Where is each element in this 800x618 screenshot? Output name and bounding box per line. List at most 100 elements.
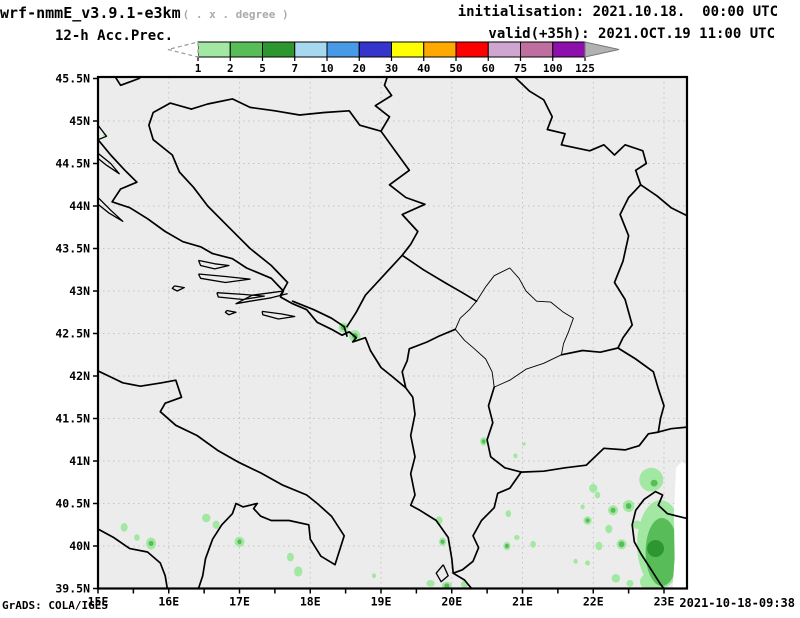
country-border (374, 77, 393, 133)
coastline (98, 528, 169, 589)
precip-shading-level-1 (513, 453, 518, 459)
country-border (401, 328, 457, 389)
island-outline (261, 310, 296, 320)
precip-shading-level-2 (504, 543, 510, 549)
legend-value-label: 2 (227, 62, 234, 75)
legend-value-label: 30 (385, 62, 398, 75)
island-outline (98, 197, 124, 222)
island-outline (98, 152, 120, 175)
lon-tick-label: 20E (441, 595, 462, 609)
legend-left-arrow (167, 41, 199, 58)
thin-border (454, 267, 574, 388)
country-border (291, 300, 348, 337)
country-border (560, 347, 619, 356)
island-outline (224, 309, 237, 316)
legend-value-label: 125 (575, 62, 595, 75)
island-outline (216, 292, 265, 301)
lat-tick-label: 44N (69, 199, 90, 213)
precip-shading-level-1 (573, 558, 578, 564)
precip-shading-level-1 (120, 523, 128, 532)
legend-value-label: 60 (482, 62, 495, 75)
lat-tick-label: 39.5N (55, 582, 90, 596)
country-border (401, 254, 478, 303)
lat-tick-label: 44.5N (55, 157, 90, 171)
precip-shading-level-3 (647, 540, 665, 558)
lon-tick-label: 21E (512, 595, 533, 609)
precip-shading-level-2 (585, 518, 590, 523)
coastline (631, 490, 687, 589)
precip-shading-level-2 (237, 539, 242, 545)
precip-shading-level-1 (134, 534, 140, 541)
legend-swatch (391, 41, 425, 58)
legend-swatch (487, 41, 521, 58)
precip-shading-level-1 (585, 560, 591, 566)
lat-tick-label: 40N (69, 539, 90, 553)
country-border (190, 98, 382, 133)
precip-shading-level-1 (522, 442, 526, 446)
country-border (380, 130, 426, 257)
product-subtitle: 12-h Acc.Prec. (55, 28, 174, 44)
precip-shading-level-1 (286, 552, 294, 562)
lat-tick-label: 40.5N (55, 497, 90, 511)
legend-value-label: 10 (320, 62, 333, 75)
model-title: wrf-nmmE_v3.9.1-e3km (0, 4, 181, 22)
country-border (148, 102, 289, 297)
out-of-domain-mask (672, 461, 687, 589)
precip-shading-level-1 (589, 483, 598, 493)
map-background (98, 77, 687, 589)
legend-value-label: 7 (291, 62, 298, 75)
legend-swatch (520, 41, 554, 58)
precip-shading-level-1 (595, 541, 603, 551)
country-border (513, 77, 648, 186)
legend-swatch (423, 41, 457, 58)
legend-value-label: 50 (449, 62, 462, 75)
precip-shading-level-1 (580, 504, 585, 510)
coastline (98, 370, 346, 589)
precip-shading-level-1 (639, 467, 664, 492)
country-border (346, 254, 404, 328)
valid-time: valid(+35h): 2021.OCT.19 11:00 UTC (488, 26, 775, 42)
island-outline (235, 290, 288, 305)
legend-value-label: 1 (195, 62, 202, 75)
lon-tick-label: 23E (654, 595, 675, 609)
legend-value-label: 40 (417, 62, 430, 75)
lat-tick-label: 45N (69, 114, 90, 128)
legend-swatch (262, 41, 296, 58)
precip-shading-level-2 (440, 539, 445, 544)
lon-tick-label: 19E (371, 595, 392, 609)
country-border (657, 426, 687, 433)
precip-shading-level-1 (426, 580, 435, 587)
precip-shading-level-2 (481, 439, 486, 444)
precip-shading-level-1 (371, 573, 377, 579)
country-border (452, 471, 522, 575)
precip-shading-level-2 (618, 541, 625, 548)
legend-swatch (326, 41, 360, 58)
precip-shading-level-1 (594, 491, 601, 499)
legend-value-label: 5 (259, 62, 266, 75)
legend-value-label: 75 (514, 62, 527, 75)
precip-shading-level-1 (626, 580, 634, 587)
model-title-line: wrf-nmmE_v3.9.1-e3km( . x . degree ) (0, 4, 289, 22)
country-border (617, 347, 665, 433)
precip-shading-level-1 (294, 566, 303, 577)
lon-tick-label: 18E (300, 595, 321, 609)
precip-shading-level-1 (530, 540, 536, 548)
lat-tick-label: 45.5N (55, 72, 90, 86)
precip-shading-level-1 (605, 524, 613, 534)
lon-tick-label: 17E (229, 595, 250, 609)
country-border (639, 183, 687, 217)
lat-tick-label: 43N (69, 284, 90, 298)
legend-swatch (552, 41, 586, 58)
legend-value-label: 100 (543, 62, 563, 75)
precip-shading-level-2 (625, 503, 632, 510)
country-border (520, 431, 660, 473)
lon-tick-label: 15E (88, 595, 109, 609)
lon-tick-label: 16E (158, 595, 179, 609)
lat-tick-label: 43.5N (55, 242, 90, 256)
lat-tick-label: 41N (69, 454, 90, 468)
title-units-note: ( . x . degree ) (182, 8, 289, 21)
lon-tick-label: 22E (583, 595, 604, 609)
precip-shading-level-1 (505, 510, 512, 518)
lat-tick-label: 41.5N (55, 412, 90, 426)
